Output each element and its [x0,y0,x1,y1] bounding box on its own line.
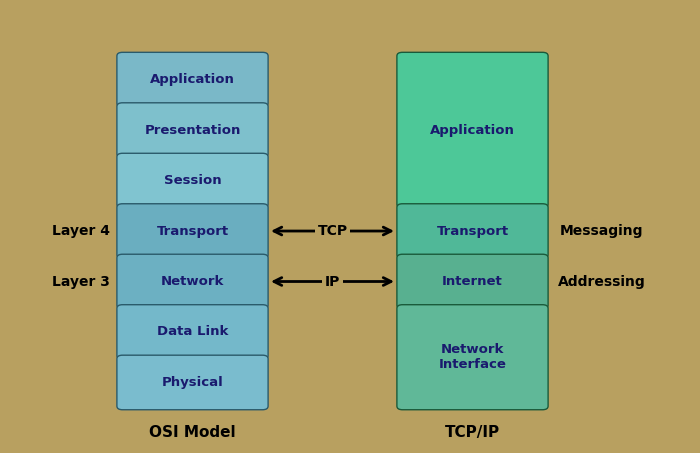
Text: Messaging: Messaging [560,224,644,238]
Text: Internet: Internet [442,275,503,288]
Text: TCP/IP: TCP/IP [445,425,500,440]
Text: Session: Session [164,174,221,187]
Text: Network
Interface: Network Interface [439,343,506,371]
FancyBboxPatch shape [117,204,268,258]
FancyBboxPatch shape [117,254,268,309]
FancyBboxPatch shape [397,204,548,258]
Text: Application: Application [150,73,235,86]
Text: OSI Model: OSI Model [149,425,236,440]
Text: Transport: Transport [156,225,229,237]
Text: Layer 4: Layer 4 [52,224,109,238]
Text: Data Link: Data Link [157,326,228,338]
FancyBboxPatch shape [117,153,268,208]
Text: Physical: Physical [162,376,223,389]
Text: Layer 3: Layer 3 [52,275,109,289]
Text: IP: IP [325,275,340,289]
FancyBboxPatch shape [117,53,268,107]
FancyBboxPatch shape [117,103,268,157]
Text: Addressing: Addressing [558,275,646,289]
FancyBboxPatch shape [117,355,268,410]
FancyBboxPatch shape [117,305,268,359]
FancyBboxPatch shape [397,52,548,208]
FancyBboxPatch shape [397,254,548,309]
Text: Presentation: Presentation [144,124,241,136]
FancyBboxPatch shape [397,305,548,410]
Text: Application: Application [430,124,515,136]
Text: TCP: TCP [317,224,348,238]
Text: Transport: Transport [436,225,509,237]
Text: Network: Network [161,275,224,288]
